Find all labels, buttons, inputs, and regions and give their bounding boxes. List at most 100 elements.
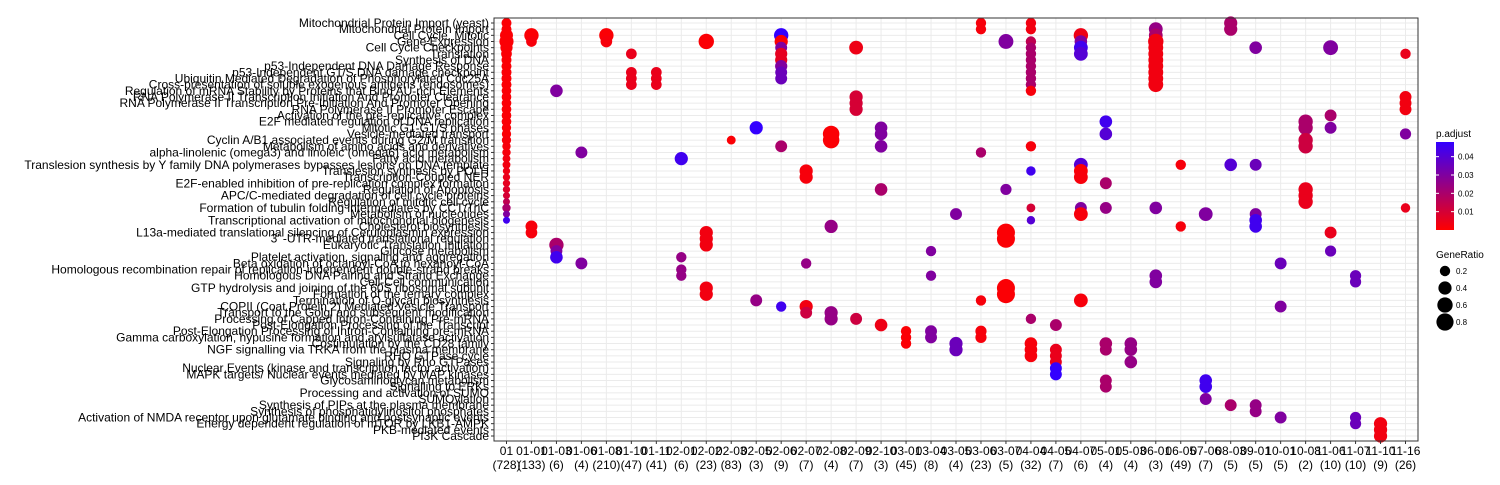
data-point — [1298, 194, 1313, 209]
x-tick-count-label: (728) — [492, 458, 520, 472]
y-tick-label: RHO GTPase cycle — [384, 349, 489, 363]
data-point — [1249, 158, 1262, 171]
y-tick-label: Homologous recombination repair of repli… — [51, 263, 489, 277]
data-point — [975, 23, 987, 35]
data-point — [1323, 40, 1339, 56]
data-point — [1224, 399, 1237, 412]
y-tick-label: Regulation of Apoptosis — [363, 182, 489, 196]
x-tick-count-label: (9) — [774, 458, 789, 472]
data-point — [1399, 103, 1412, 116]
y-tick-label: Synthesis of PIPs at the plasma membrane — [259, 398, 489, 412]
x-tick-label: 03-01 — [891, 444, 922, 458]
data-point — [1049, 319, 1062, 332]
data-point — [775, 72, 788, 85]
y-tick-label: PI3K Cascade — [412, 429, 489, 443]
data-point — [1400, 203, 1411, 213]
data-point — [525, 226, 538, 239]
size-legend-label: 0.6 — [1456, 301, 1468, 310]
data-point — [1099, 343, 1112, 356]
y-tick-label: GTP hydrolysis and joining of the 60S ri… — [191, 281, 490, 295]
y-tick-label: Mitochondrial Protein Import — [339, 22, 490, 36]
y-tick-label: RNA Polymerase II Transcription Initiati… — [133, 90, 489, 104]
y-tick-label: Beta oxidation of octanoyl-CoA to hexano… — [233, 256, 489, 270]
data-point — [850, 312, 863, 325]
data-point — [975, 295, 987, 306]
y-tick-label: Signaling by Rho GTPases — [345, 355, 489, 369]
data-point — [1000, 183, 1012, 196]
data-point — [1099, 115, 1113, 128]
x-tick-label: 02-07 — [791, 444, 822, 458]
y-tick-label: Eukaryotic Translation Initiation — [323, 238, 489, 252]
x-tick-label: 02-03 — [716, 444, 747, 458]
x-tick-count-label: (210) — [592, 458, 620, 472]
data-point — [1198, 207, 1213, 221]
size-legend-dot — [1436, 313, 1454, 331]
x-tick-count-label: (6) — [674, 458, 689, 472]
color-legend: p.adjust 0.04 0.03 0.02 0.01 — [1436, 129, 1474, 230]
x-tick-label: 04-05 — [1041, 444, 1072, 458]
x-tick-count-label: (3) — [1148, 458, 1163, 472]
y-tick-label: Fatty acid metabolism — [372, 152, 489, 166]
y-tick-label: Termination of O-glycan biosynthesis — [293, 293, 489, 307]
x-tick-label: 02-06 — [766, 444, 797, 458]
data-point — [1124, 355, 1138, 369]
data-point — [1099, 201, 1112, 214]
data-point — [625, 79, 637, 91]
x-tick-label: 11-06 — [1316, 444, 1346, 458]
data-point — [996, 229, 1015, 248]
data-point — [1324, 226, 1337, 239]
x-tick-count-label: (133) — [517, 458, 545, 472]
y-tick-label: Metabolism of amino acids and derivative… — [263, 139, 489, 153]
data-point — [975, 331, 987, 343]
data-point — [1224, 158, 1237, 172]
data-point — [502, 154, 511, 163]
data-point — [1199, 380, 1213, 393]
data-point — [502, 142, 511, 151]
data-point — [1298, 139, 1313, 154]
y-tick-label: E2F-enabled inhibition of pre-replicatio… — [176, 176, 490, 190]
y-tick-label: alpha-linolenic (omega3) and linoleic (o… — [149, 145, 489, 159]
data-point — [550, 84, 563, 98]
data-point — [1349, 276, 1362, 288]
y-tick-label: APC/C-mediated degradation of cell cycle… — [221, 189, 489, 203]
x-tick-count-label: (8) — [924, 458, 939, 472]
x-tick-label: 01-11 — [641, 444, 671, 458]
data-point — [1026, 166, 1036, 176]
y-tick-label: RNA Polymerase II Promoter Escape — [292, 102, 490, 116]
data-point — [575, 257, 588, 270]
y-tick-label: Homologous DNA Pairing and Strand Exchan… — [234, 269, 489, 283]
y-tick-label: Gamma carboxylation, hypusine formation … — [116, 330, 489, 344]
x-tick-label: 05-03 — [1115, 444, 1146, 458]
data-point — [501, 135, 512, 145]
data-point — [1049, 368, 1062, 381]
x-tick-count-label: (23) — [696, 458, 717, 472]
y-tick-label: p53-Independent G1/S DNA damage checkpoi… — [232, 65, 490, 79]
x-tick-label: 01-03 — [541, 444, 572, 458]
y-tick-label: p53-Independent DNA Damage Response — [264, 59, 489, 73]
y-tick-label: L13a-mediated translational silencing of… — [136, 226, 489, 240]
y-tick-label: Cell Cycle Checkpoints — [366, 41, 489, 55]
x-tick-label: 01 — [500, 444, 514, 458]
data-point — [799, 170, 813, 184]
data-point — [699, 287, 713, 301]
x-tick-label: 06-01 — [1140, 444, 1171, 458]
y-tick-label: Formation of tubulin folding intermediat… — [199, 201, 489, 215]
data-point — [1124, 343, 1138, 356]
x-tick-label: 11-07 — [1341, 444, 1371, 458]
data-point — [874, 318, 888, 332]
x-tick-count-label: (47) — [621, 458, 642, 472]
data-point — [1324, 245, 1337, 257]
y-tick-label: Formation of the ternary complex — [313, 287, 489, 301]
x-tick-count-label: (6) — [1074, 458, 1089, 472]
size-legend-label: 0.2 — [1456, 267, 1468, 276]
data-point — [1249, 41, 1262, 54]
x-tick-label: 01-01 — [516, 444, 547, 458]
y-tick-label: Transport to the Golgi and subsequent mo… — [217, 306, 489, 320]
x-tick-label: 10-01 — [1265, 444, 1296, 458]
x-tick-label: 05-01 — [1090, 444, 1121, 458]
data-point — [698, 33, 714, 50]
y-tick-label: Cyclin A/B1 associated events during G2/… — [207, 133, 489, 147]
x-tick-label: 11-16 — [1391, 444, 1421, 458]
